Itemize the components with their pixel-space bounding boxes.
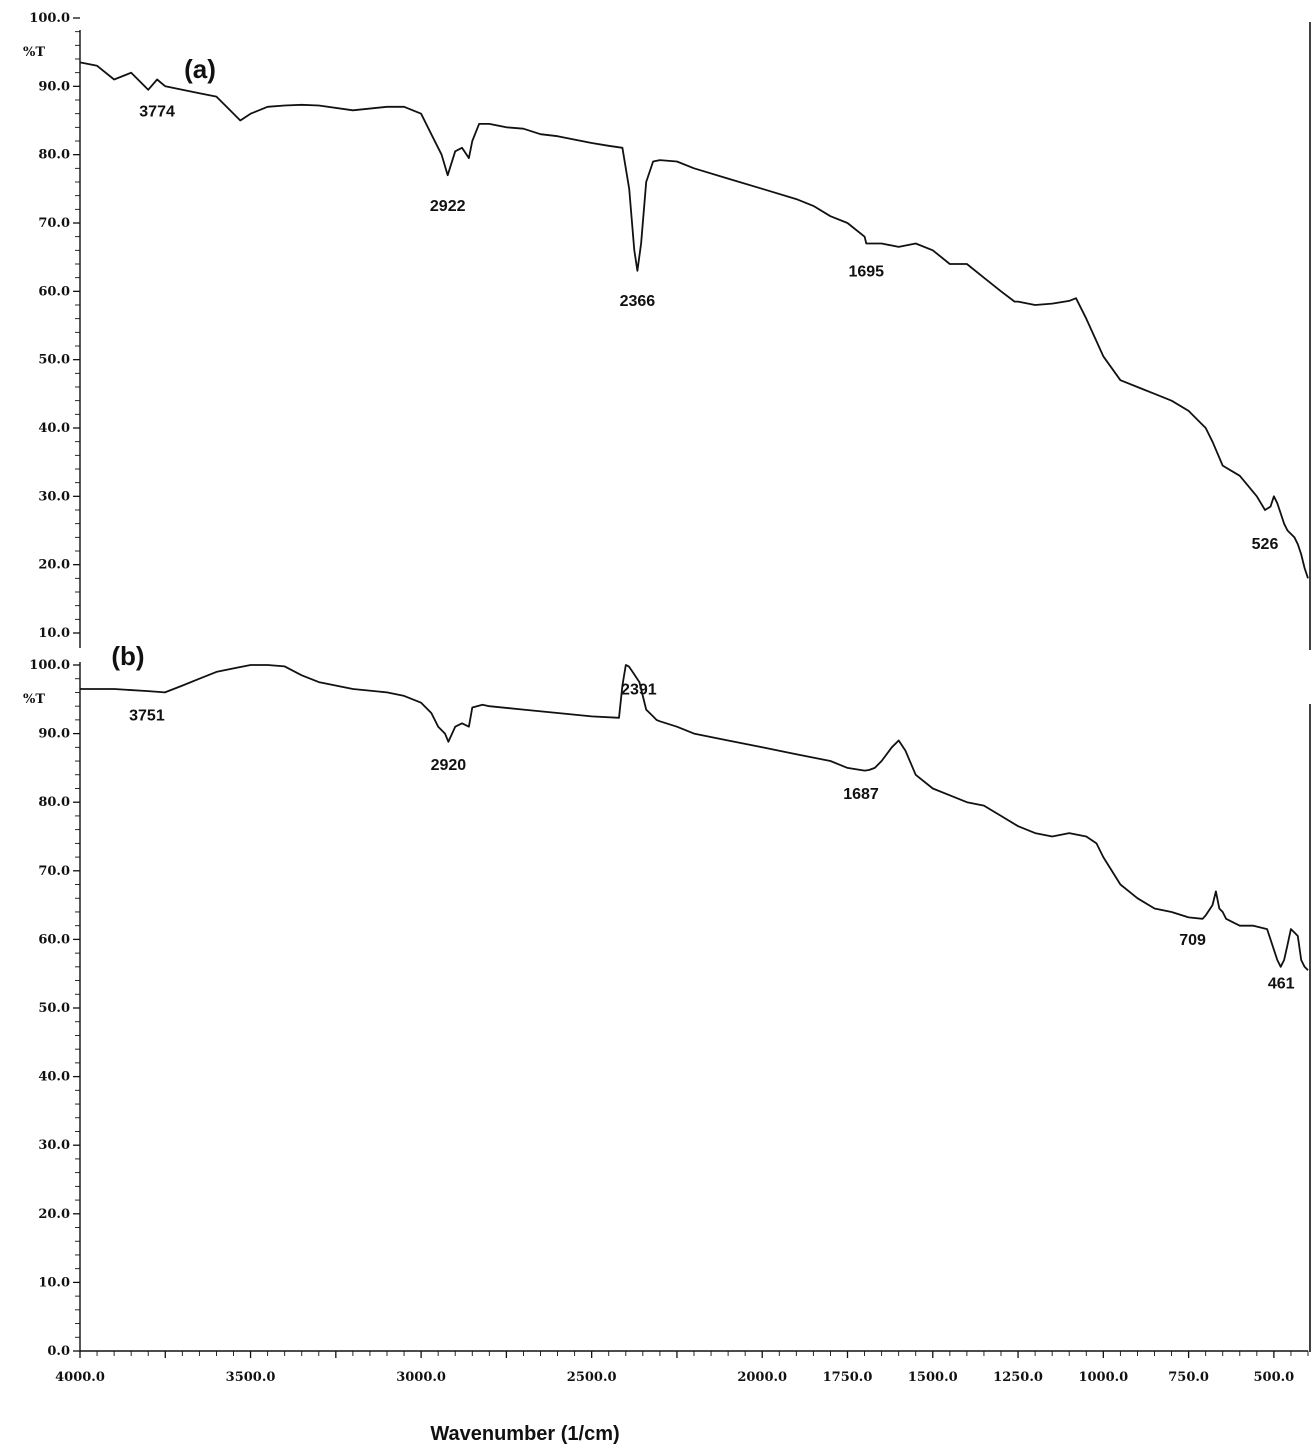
x-tick-label: 1250.0 <box>993 1370 1043 1385</box>
peak-label: 1687 <box>843 786 879 803</box>
y-tick-label: 90.0 <box>38 79 70 94</box>
y-tick-label: 50.0 <box>38 353 70 368</box>
y-tick-label: 30.0 <box>38 489 70 504</box>
peak-label: 2391 <box>621 681 657 698</box>
spectrum-line <box>80 664 1309 971</box>
y-tick-label: 40.0 <box>38 1070 70 1085</box>
y-tick-label: 90.0 <box>38 727 70 742</box>
peak-label: 2922 <box>430 198 466 215</box>
panel-label: (b) <box>111 641 144 671</box>
x-tick-label: 4000.0 <box>55 1370 105 1385</box>
panel-b: 100.0 90.0 80.0 70.0 60.0 50.0 40.0 30.0 20.0 10.… <box>23 641 1311 1445</box>
y-tick-label: 100.0 <box>29 11 70 26</box>
y-tick-label: 0.0 <box>47 1344 70 1359</box>
peak-label: 1695 <box>848 264 884 281</box>
y-tick-label: 20.0 <box>38 1207 70 1222</box>
peak-label: 2366 <box>620 293 656 310</box>
peak-label: 2920 <box>431 757 467 774</box>
y-axis-label: %T <box>23 45 45 60</box>
x-tick-label: 750.0 <box>1168 1370 1209 1385</box>
peak-label: 3751 <box>129 707 165 724</box>
y-tick-label: 80.0 <box>38 795 70 810</box>
y-axis-label: %T <box>23 692 45 707</box>
y-tick-label: 60.0 <box>38 284 70 299</box>
x-tick-label: 500.0 <box>1254 1370 1295 1385</box>
x-tick-label: 1500.0 <box>908 1370 958 1385</box>
y-tick-label: 70.0 <box>38 216 70 231</box>
x-tick-label: 1000.0 <box>1078 1370 1128 1385</box>
x-tick-label: 3500.0 <box>226 1370 276 1385</box>
x-tick-label: 1750.0 <box>823 1370 873 1385</box>
x-tick-label: 3000.0 <box>396 1370 446 1385</box>
y-tick-label: 100.0 <box>29 658 70 673</box>
x-tick-label: 2000.0 <box>737 1370 787 1385</box>
x-axis-label: Wavenumber (1/cm) <box>430 1423 619 1445</box>
y-tick-label: 70.0 <box>38 864 70 879</box>
peak-label: 526 <box>1252 536 1279 553</box>
y-tick-label: 50.0 <box>38 1001 70 1016</box>
peak-label: 461 <box>1268 975 1295 992</box>
panel-a: 100.0 90.0 80.0 70.0 60.0 50.0 40.0 30.0 20.0 10.… <box>23 11 1311 650</box>
y-tick-label: 10.0 <box>38 626 70 641</box>
peak-label: 3774 <box>139 104 175 121</box>
peak-label: 709 <box>1179 932 1206 949</box>
y-tick-label: 30.0 <box>38 1138 70 1153</box>
y-tick-label: 10.0 <box>38 1275 70 1290</box>
y-tick-label: 40.0 <box>38 421 70 436</box>
y-tick-label: 20.0 <box>38 558 70 573</box>
y-tick-label: 60.0 <box>38 932 70 947</box>
panel-label: (a) <box>184 54 216 84</box>
spectrum-line <box>79 61 1309 579</box>
y-tick-label: 80.0 <box>38 148 70 163</box>
x-tick-label: 2500.0 <box>567 1370 617 1385</box>
